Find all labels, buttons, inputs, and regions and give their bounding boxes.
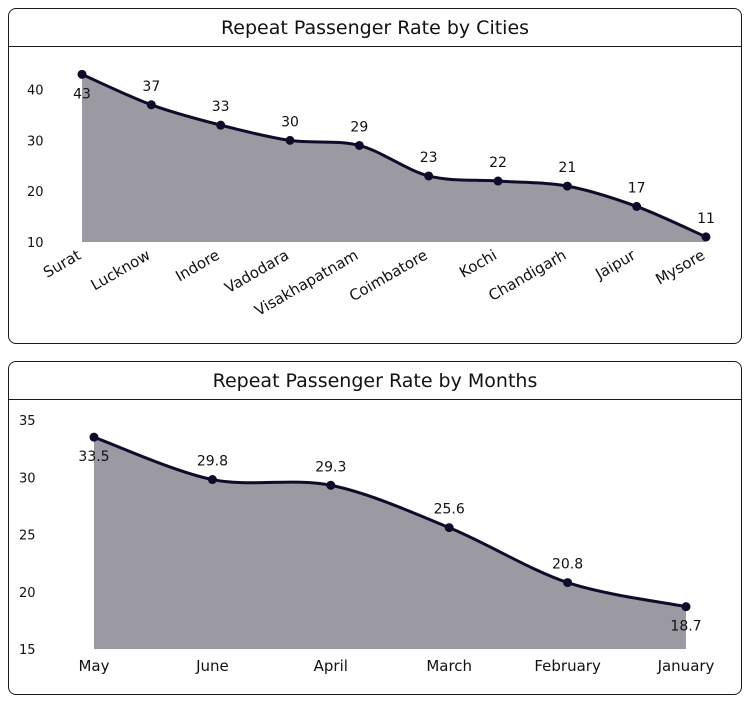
y-tick-label: 20 bbox=[19, 586, 36, 601]
y-tick-label: 30 bbox=[19, 471, 36, 486]
months-chart-panel: Repeat Passenger Rate by Months 15 20 25 30… bbox=[8, 361, 742, 695]
months-chart-title: Repeat Passenger Rate by Months bbox=[9, 362, 741, 400]
x-tick-label: April bbox=[314, 657, 348, 675]
data-point[interactable] bbox=[444, 523, 454, 533]
data-point[interactable] bbox=[562, 181, 572, 191]
x-tick-label: May bbox=[78, 657, 109, 675]
data-label: 43 bbox=[73, 86, 91, 102]
data-point[interactable] bbox=[493, 176, 503, 186]
cities-chart-panel: Repeat Passenger Rate by Cities 10 20 30 40… bbox=[8, 8, 742, 344]
data-point[interactable] bbox=[207, 475, 217, 485]
data-point[interactable] bbox=[681, 602, 691, 612]
data-point[interactable] bbox=[326, 480, 336, 490]
x-tick-label: Surat bbox=[40, 246, 84, 282]
y-tick-label: 25 bbox=[19, 529, 36, 544]
x-tick-label: February bbox=[534, 657, 601, 675]
x-tick-label: March bbox=[426, 657, 472, 675]
data-point[interactable] bbox=[77, 69, 87, 79]
x-tick-label: Kochi bbox=[456, 246, 500, 282]
y-tick-label: 15 bbox=[19, 643, 36, 658]
x-tick-label: Indore bbox=[172, 246, 222, 285]
x-tick-label: Jaipur bbox=[592, 245, 640, 283]
x-tick-label: Lucknow bbox=[88, 246, 154, 294]
data-label: 30 bbox=[281, 114, 299, 130]
data-label: 17 bbox=[628, 180, 646, 196]
y-tick-label: 40 bbox=[27, 84, 44, 99]
series-line bbox=[81, 72, 707, 239]
data-point[interactable] bbox=[701, 232, 711, 242]
x-tick-label: Coimbatore bbox=[346, 246, 431, 305]
y-tick-label: 30 bbox=[27, 134, 44, 149]
data-label: 37 bbox=[142, 79, 160, 95]
data-label: 11 bbox=[697, 211, 715, 227]
x-tick-label: Mysore bbox=[652, 246, 708, 289]
data-label: 33.5 bbox=[78, 449, 109, 465]
data-point[interactable] bbox=[146, 100, 156, 110]
data-label: 33 bbox=[212, 99, 230, 115]
cities-chart-title: Repeat Passenger Rate by Cities bbox=[9, 9, 741, 47]
x-tick-label: June bbox=[195, 657, 229, 675]
y-tick-label: 10 bbox=[27, 236, 44, 251]
data-point[interactable] bbox=[89, 432, 99, 442]
data-point[interactable] bbox=[354, 140, 364, 150]
area-fill bbox=[82, 74, 706, 242]
data-label: 29.8 bbox=[197, 454, 228, 470]
data-label: 29.3 bbox=[315, 459, 346, 475]
data-label: 21 bbox=[558, 160, 576, 176]
data-point[interactable] bbox=[285, 135, 295, 145]
x-tick-label: January bbox=[657, 657, 715, 675]
data-label: 20.8 bbox=[552, 557, 583, 573]
x-tick-label: Chandigarh bbox=[485, 246, 569, 305]
y-tick-label: 20 bbox=[27, 185, 44, 200]
data-label: 29 bbox=[350, 119, 368, 135]
y-tick-label: 35 bbox=[19, 414, 36, 429]
data-label: 25.6 bbox=[434, 502, 465, 518]
area-fill bbox=[94, 437, 686, 649]
data-label: 22 bbox=[489, 155, 507, 171]
series-line bbox=[93, 435, 687, 609]
data-point[interactable] bbox=[563, 578, 573, 588]
data-point[interactable] bbox=[632, 201, 642, 211]
months-area-chart: 15 20 25 30 35 33.5 May 29.8 June 29.3 April 25.6 Ma… bbox=[19, 414, 715, 675]
data-point[interactable] bbox=[424, 171, 434, 181]
data-point[interactable] bbox=[216, 120, 226, 130]
data-label: 23 bbox=[420, 150, 438, 166]
data-label: 18.7 bbox=[670, 619, 701, 635]
